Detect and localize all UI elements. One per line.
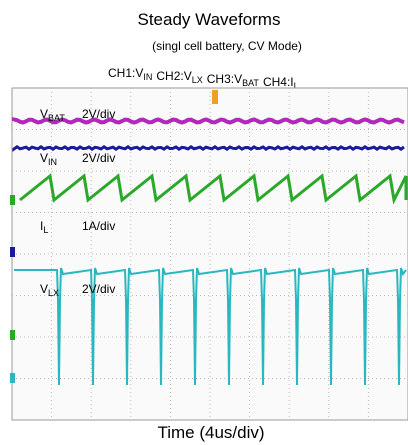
channel-label: CH4: bbox=[263, 75, 290, 89]
trace-symbol: V bbox=[40, 107, 48, 121]
vin-trace bbox=[14, 147, 404, 149]
trace-symbol: V bbox=[40, 151, 48, 165]
trace-sub: LX bbox=[48, 288, 59, 298]
page: Steady Waveforms (singl cell battery, CV… bbox=[0, 0, 408, 445]
trace-scale: 2V/div bbox=[82, 107, 115, 121]
channel-sub: BAT bbox=[242, 78, 259, 88]
trigger-marker bbox=[212, 90, 218, 104]
trace-scale: 2V/div bbox=[82, 151, 115, 165]
channel-marker bbox=[10, 330, 15, 340]
channel-label: CH3: bbox=[207, 72, 234, 86]
channel-sub: IN bbox=[143, 72, 152, 82]
channel-marker bbox=[10, 373, 15, 383]
channel-marker bbox=[10, 247, 15, 257]
channel-label: CH1: bbox=[108, 66, 135, 80]
title: Steady Waveforms bbox=[138, 10, 281, 29]
channel-symbol: V bbox=[184, 69, 192, 83]
channel-sub: LX bbox=[192, 75, 203, 85]
trace-symbol: V bbox=[40, 282, 48, 296]
trace-scale: 1A/div bbox=[82, 219, 115, 233]
vbat-trace bbox=[14, 120, 404, 123]
trace-sub: L bbox=[43, 225, 48, 235]
trace-scale: 2V/div bbox=[82, 282, 115, 296]
channel-symbol: V bbox=[234, 72, 242, 86]
trace-sub: IN bbox=[48, 157, 57, 167]
channel-label: CH2: bbox=[156, 69, 183, 83]
trace-sub: BAT bbox=[48, 113, 65, 123]
channel-marker bbox=[10, 195, 15, 205]
subtitle: (singl cell battery, CV Mode) bbox=[152, 39, 302, 53]
channel-symbol: V bbox=[135, 66, 143, 80]
x-axis-label: Time (4us/div) bbox=[157, 423, 264, 442]
